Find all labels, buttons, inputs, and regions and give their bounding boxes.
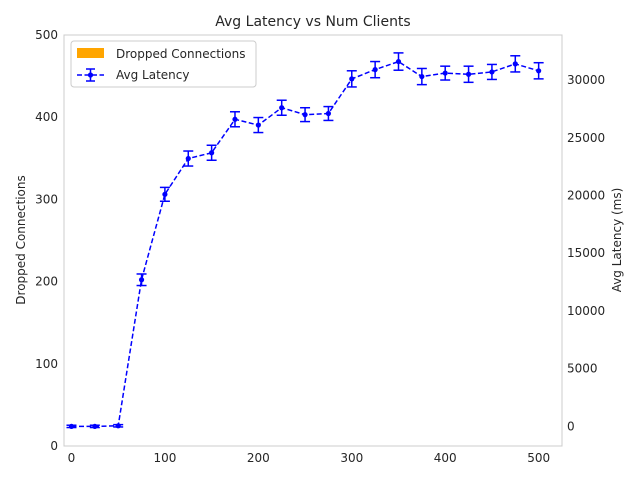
x-tick-label: 300 <box>340 451 363 465</box>
left-y-tick-label: 300 <box>35 192 58 206</box>
right-y-tick-label: 10000 <box>567 304 605 318</box>
latency-point <box>232 116 238 122</box>
x-tick-label: 200 <box>247 451 270 465</box>
legend-marker-latency <box>87 72 94 78</box>
latency-point <box>442 70 448 76</box>
x-tick-label: 0 <box>68 451 76 465</box>
right-y-tick-label: 15000 <box>567 246 605 260</box>
left-y-axis-title: Dropped Connections <box>14 175 28 304</box>
left-y-tick-label: 500 <box>35 28 58 42</box>
legend-label-latency: Avg Latency <box>116 68 189 82</box>
latency-point <box>209 150 215 156</box>
latency-point <box>489 69 495 75</box>
latency-point <box>68 423 75 429</box>
legend-swatch-dropped <box>77 48 104 58</box>
right-y-tick-label: 25000 <box>567 131 605 145</box>
legend-label-dropped: Dropped Connections <box>116 47 245 61</box>
left-y-tick-label: 200 <box>35 275 58 289</box>
latency-point <box>395 58 402 65</box>
latency-point <box>349 76 355 82</box>
left-y-tick-label: 400 <box>35 110 58 124</box>
latency-point <box>185 155 191 162</box>
left-y-tick-label: 100 <box>35 357 58 371</box>
latency-point <box>115 423 121 429</box>
latency-point <box>92 423 98 429</box>
x-tick-label: 400 <box>434 451 457 465</box>
right-y-tick-label: 0 <box>567 419 575 433</box>
latency-point <box>512 61 518 67</box>
latency-point <box>465 71 472 77</box>
left-y-tick-label: 0 <box>50 439 58 453</box>
latency-point <box>536 68 542 74</box>
latency-series <box>66 52 544 429</box>
latency-point <box>419 73 425 80</box>
right-y-tick-label: 5000 <box>567 362 598 376</box>
chart-title: Avg Latency vs Num Clients <box>215 14 410 30</box>
legend-box <box>70 40 257 88</box>
right-y-tick-label: 20000 <box>567 188 605 202</box>
latency-point <box>372 67 378 73</box>
right-y-axis-title: Avg Latency (ms) <box>610 188 624 293</box>
latency-point <box>255 122 261 128</box>
x-tick-label: 100 <box>153 451 176 465</box>
left-y-axis: 0 100 200 300 400 500 <box>35 28 58 453</box>
latency-point <box>162 191 168 197</box>
latency-point <box>279 105 285 111</box>
latency-point <box>138 277 145 283</box>
right-y-tick-label: 30000 <box>567 73 605 87</box>
x-axis: 0 100 200 300 400 500 <box>68 451 550 465</box>
latency-point <box>302 112 308 118</box>
right-y-axis: 0 5000 10000 15000 20000 25000 30000 <box>567 73 605 433</box>
plot-area <box>63 34 563 447</box>
latency-point <box>325 110 332 117</box>
legend: Dropped Connections Avg Latency <box>70 40 257 88</box>
x-tick-label: 500 <box>527 451 550 465</box>
